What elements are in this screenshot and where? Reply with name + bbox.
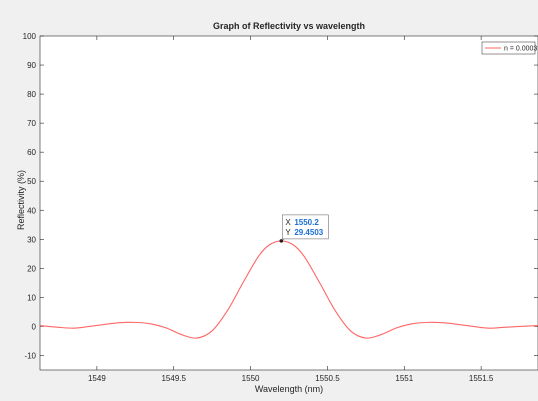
plot-area (39, 35, 538, 371)
data-tip-x-key: X (285, 218, 291, 227)
series-line-reflectivity (39, 240, 538, 339)
data-tip-y-key: Y (285, 228, 291, 237)
y-tick-label: 0 (32, 322, 37, 331)
data-tip-y-value: 29.4503 (294, 228, 323, 237)
legend[interactable]: n = 0.0003 (481, 41, 537, 55)
series-layer (39, 240, 538, 339)
y-tick-label: 50 (27, 177, 36, 186)
y-tick-label: 10 (27, 293, 36, 302)
x-tick-label: 1551 (395, 374, 413, 383)
x-tick-label: 1549 (88, 374, 106, 383)
x-axis-label: Wavelength (nm) (255, 384, 323, 394)
axis-ticks: 1549 1549.5 1550 1550.5 1551 1551.5 -10 0 10 20 30… (23, 32, 538, 383)
x-tick-label: 1551.5 (469, 374, 494, 383)
data-tip[interactable]: X 1550.2 Y 29.4503 (279, 214, 329, 243)
chart-title: Graph of Reflectivity vs wavelength (213, 21, 365, 31)
data-tip-marker[interactable] (279, 239, 284, 243)
y-axis-label: Reflectivity (%) (16, 170, 26, 230)
legend-box (481, 41, 536, 55)
y-tick-label: 80 (27, 90, 36, 99)
data-tip-box (282, 214, 329, 240)
y-tick-label: 30 (27, 235, 36, 244)
data-tip-x-value: 1550.2 (294, 218, 319, 227)
y-tick-label: 60 (27, 148, 36, 157)
y-tick-label: -10 (24, 351, 36, 360)
y-tick-label: 100 (23, 32, 37, 41)
x-tick-label: 1549.5 (161, 374, 186, 383)
y-tick-label: 40 (27, 206, 36, 215)
y-tick-label: 90 (27, 61, 36, 70)
x-tick-label: 1550 (242, 374, 260, 383)
y-tick-label: 70 (27, 119, 36, 128)
x-tick-label: 1550.5 (315, 374, 340, 383)
y-tick-label: 20 (27, 264, 36, 273)
legend-entry-label: n = 0.0003 (504, 46, 537, 53)
